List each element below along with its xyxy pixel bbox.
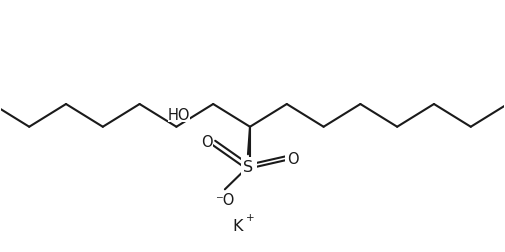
Text: S: S xyxy=(243,160,253,175)
Text: ⁻O: ⁻O xyxy=(215,192,234,207)
Text: K: K xyxy=(232,218,243,233)
Text: +: + xyxy=(245,212,255,222)
Text: O: O xyxy=(200,135,212,150)
Text: O: O xyxy=(287,151,298,166)
Text: S: S xyxy=(245,162,255,177)
Text: HO: HO xyxy=(168,107,190,122)
